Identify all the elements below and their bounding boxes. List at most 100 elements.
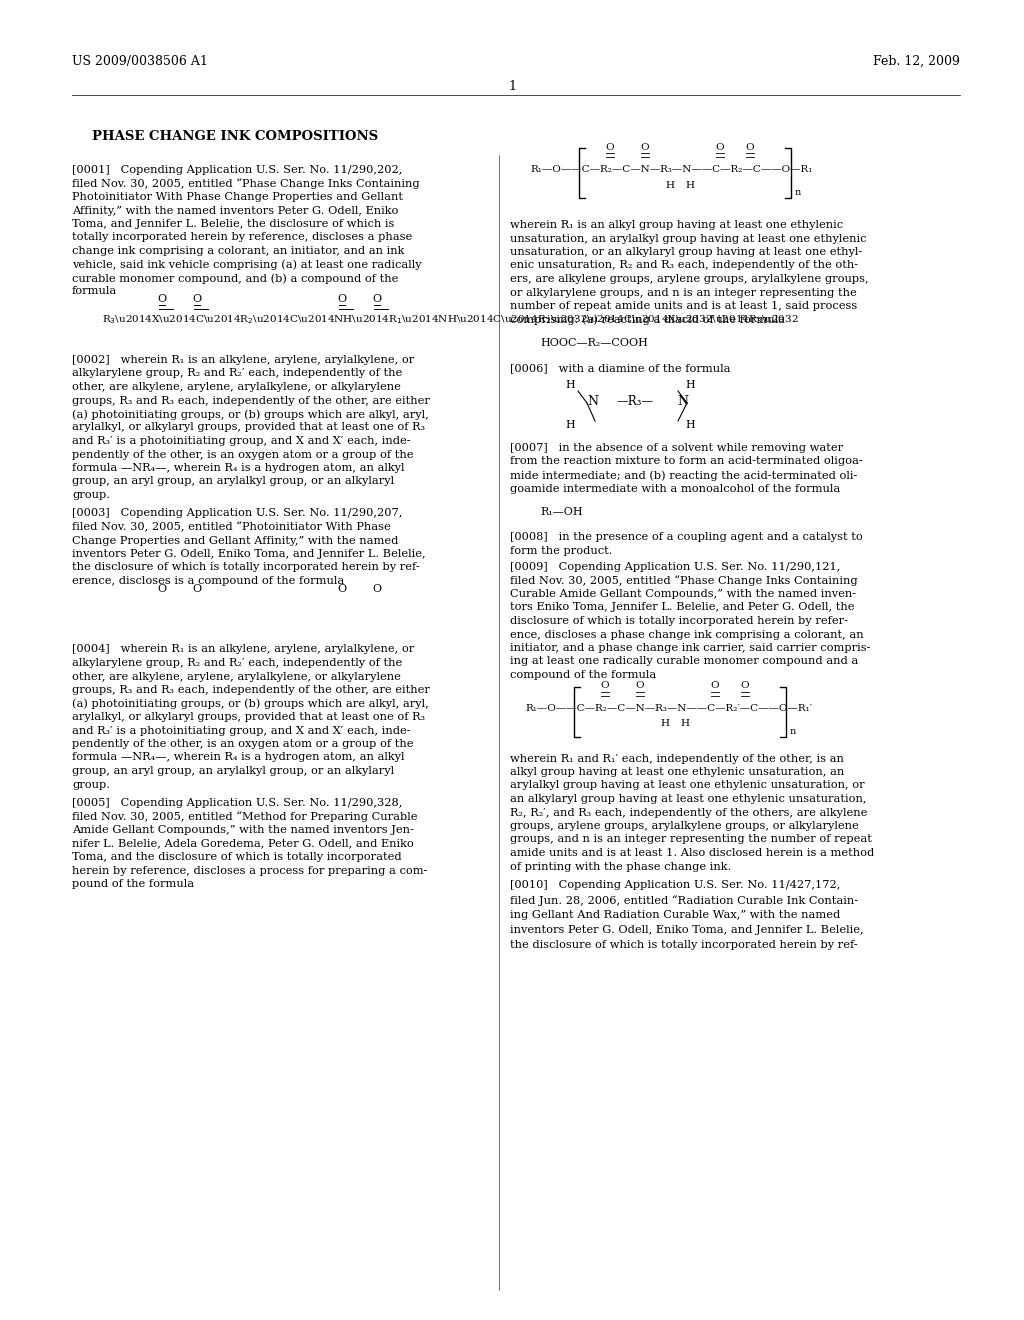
Text: [0010]   Copending Application U.S. Ser. No. 11/427,172,: [0010] Copending Application U.S. Ser. N… [510,880,841,890]
Text: totally incorporated herein by reference, discloses a phase: totally incorporated herein by reference… [72,232,413,243]
Text: [0005]   Copending Application U.S. Ser. No. 11/290,328,: [0005] Copending Application U.S. Ser. N… [72,799,402,808]
Text: O: O [641,143,649,152]
Text: group, an aryl group, an arylalkyl group, or an alkylaryl: group, an aryl group, an arylalkyl group… [72,766,394,776]
Text: arylalkyl group having at least one ethylenic unsaturation, or: arylalkyl group having at least one ethy… [510,780,864,791]
Text: amide units and is at least 1. Also disclosed herein is a method: amide units and is at least 1. Also disc… [510,847,874,858]
Text: H: H [685,181,694,190]
Text: and R₃′ is a photoinitiating group, and X and X′ each, inde-: and R₃′ is a photoinitiating group, and … [72,436,411,446]
Text: inventors Peter G. Odell, Eniko Toma, and Jennifer L. Belelie,: inventors Peter G. Odell, Eniko Toma, an… [510,925,863,935]
Text: O: O [158,294,167,304]
Text: formula —NR₄—, wherein R₄ is a hydrogen atom, an alkyl: formula —NR₄—, wherein R₄ is a hydrogen … [72,752,404,763]
Text: the disclosure of which is totally incorporated herein by ref-: the disclosure of which is totally incor… [72,562,420,573]
Text: groups, and n is an integer representing the number of repeat: groups, and n is an integer representing… [510,834,871,845]
Text: Toma, and the disclosure of which is totally incorporated: Toma, and the disclosure of which is tot… [72,851,401,862]
Text: O: O [193,294,202,304]
Text: and R₃′ is a photoinitiating group, and X and X′ each, inde-: and R₃′ is a photoinitiating group, and … [72,726,411,735]
Text: group, an aryl group, an arylalkyl group, or an alkylaryl: group, an aryl group, an arylalkyl group… [72,477,394,487]
Text: Photoinitiator With Phase Change Properties and Gellant: Photoinitiator With Phase Change Propert… [72,191,403,202]
Text: PHASE CHANGE INK COMPOSITIONS: PHASE CHANGE INK COMPOSITIONS [92,129,378,143]
Text: tors Eniko Toma, Jennifer L. Belelie, and Peter G. Odell, the: tors Eniko Toma, Jennifer L. Belelie, an… [510,602,854,612]
Text: ing at least one radically curable monomer compound and a: ing at least one radically curable monom… [510,656,858,667]
Text: R$_3$\u2014X\u2014C\u2014R$_2$\u2014C\u2014NH\u2014R$_1$\u2014NH\u2014C\u2014R$_: R$_3$\u2014X\u2014C\u2014R$_2$\u2014C\u2… [102,314,799,326]
Text: R₂, R₂′, and R₃ each, independently of the others, are alkylene: R₂, R₂′, and R₃ each, independently of t… [510,808,867,817]
Text: O: O [601,681,609,690]
Text: disclosure of which is totally incorporated herein by refer-: disclosure of which is totally incorpora… [510,616,848,626]
Text: O: O [716,143,724,152]
Text: alkylarylene group, R₂ and R₂′ each, independently of the: alkylarylene group, R₂ and R₂′ each, ind… [72,657,402,668]
Text: ing Gellant And Radiation Curable Wax,” with the named: ing Gellant And Radiation Curable Wax,” … [510,909,841,920]
Text: [0007]   in the absence of a solvent while removing water: [0007] in the absence of a solvent while… [510,444,843,453]
Text: [0004]   wherein R₁ is an alkylene, arylene, arylalkylene, or: [0004] wherein R₁ is an alkylene, arylen… [72,644,415,655]
Text: filed Nov. 30, 2005, entitled “Phase Change Inks Containing: filed Nov. 30, 2005, entitled “Phase Cha… [72,178,420,189]
Text: arylalkyl, or alkylaryl groups, provided that at least one of R₃: arylalkyl, or alkylaryl groups, provided… [72,711,425,722]
Text: H: H [666,181,675,190]
Text: an alkylaryl group having at least one ethylenic unsaturation,: an alkylaryl group having at least one e… [510,795,866,804]
Text: erence, discloses is a compound of the formula: erence, discloses is a compound of the f… [72,576,344,586]
Text: filed Nov. 30, 2005, entitled “Phase Change Inks Containing: filed Nov. 30, 2005, entitled “Phase Cha… [510,576,858,586]
Text: other, are alkylene, arylene, arylalkylene, or alkylarylene: other, are alkylene, arylene, arylalkyle… [72,672,400,681]
Text: (a) photoinitiating groups, or (b) groups which are alkyl, aryl,: (a) photoinitiating groups, or (b) group… [72,409,429,420]
Text: unsaturation, an arylalkyl group having at least one ethylenic: unsaturation, an arylalkyl group having … [510,234,866,243]
Text: alkyl group having at least one ethylenic unsaturation, an: alkyl group having at least one ethyleni… [510,767,844,777]
Text: [0003]   Copending Application U.S. Ser. No. 11/290,207,: [0003] Copending Application U.S. Ser. N… [72,508,402,519]
Text: pendently of the other, is an oxygen atom or a group of the: pendently of the other, is an oxygen ato… [72,450,414,459]
Text: compound of the formula: compound of the formula [510,671,656,680]
Text: O: O [740,681,750,690]
Text: unsaturation, or an alkylaryl group having at least one ethyl-: unsaturation, or an alkylaryl group havi… [510,247,862,257]
Text: vehicle, said ink vehicle comprising (a) at least one radically: vehicle, said ink vehicle comprising (a)… [72,260,422,271]
Text: wherein R₁ is an alkyl group having at least one ethylenic: wherein R₁ is an alkyl group having at l… [510,220,843,230]
Text: pound of the formula: pound of the formula [72,879,195,888]
Text: O: O [605,143,614,152]
Text: [0008]   in the presence of a coupling agent and a catalyst to: [0008] in the presence of a coupling age… [510,532,863,543]
Text: H: H [565,420,574,430]
Text: [0009]   Copending Application U.S. Ser. No. 11/290,121,: [0009] Copending Application U.S. Ser. N… [510,562,841,572]
Text: O: O [373,583,382,594]
Text: O: O [193,583,202,594]
Text: mide intermediate; and (b) reacting the acid-terminated oli-: mide intermediate; and (b) reacting the … [510,470,857,480]
Text: nifer L. Belelie, Adela Goredema, Peter G. Odell, and Eniko: nifer L. Belelie, Adela Goredema, Peter … [72,838,414,849]
Text: curable monomer compound, and (b) a compound of the: curable monomer compound, and (b) a comp… [72,273,398,284]
Text: group.: group. [72,490,110,500]
Text: filed Nov. 30, 2005, entitled “Method for Preparing Curable: filed Nov. 30, 2005, entitled “Method fo… [72,812,418,822]
Text: O: O [636,681,644,690]
Text: H: H [681,719,689,729]
Text: N: N [588,395,598,408]
Text: Curable Amide Gellant Compounds,” with the named inven-: Curable Amide Gellant Compounds,” with t… [510,589,856,599]
Text: O: O [338,583,346,594]
Text: comprising: (a) reacting a diacid of the formula: comprising: (a) reacting a diacid of the… [510,314,785,325]
Text: goamide intermediate with a monoalcohol of the formula: goamide intermediate with a monoalcohol … [510,483,841,494]
Text: Amide Gellant Compounds,” with the named inventors Jen-: Amide Gellant Compounds,” with the named… [72,825,414,836]
Text: ence, discloses a phase change ink comprising a colorant, an: ence, discloses a phase change ink compr… [510,630,863,639]
Text: groups, arylene groups, arylalkylene groups, or alkylarylene: groups, arylene groups, arylalkylene gro… [510,821,859,832]
Text: O: O [373,294,382,304]
Text: —R₃—: —R₃— [616,395,653,408]
Text: formula: formula [72,286,118,297]
Text: or alkylarylene groups, and n is an integer representing the: or alkylarylene groups, and n is an inte… [510,288,857,297]
Text: O: O [338,294,346,304]
Text: alkylarylene group, R₂ and R₂′ each, independently of the: alkylarylene group, R₂ and R₂′ each, ind… [72,368,402,379]
Text: H: H [685,420,695,430]
Text: [0001]   Copending Application U.S. Ser. No. 11/290,202,: [0001] Copending Application U.S. Ser. N… [72,165,402,176]
Text: Change Properties and Gellant Affinity,” with the named: Change Properties and Gellant Affinity,”… [72,536,398,545]
Text: enic unsaturation, R₂ and R₃ each, independently of the oth-: enic unsaturation, R₂ and R₃ each, indep… [510,260,858,271]
Text: filed Nov. 30, 2005, entitled “Photoinitiator With Phase: filed Nov. 30, 2005, entitled “Photoinit… [72,521,391,532]
Text: R₁—O——C—R₂—C—N—R₃—N——C—R₂′—C——O—R₁′: R₁—O——C—R₂—C—N—R₃—N——C—R₂′—C——O—R₁′ [525,704,812,713]
Text: US 2009/0038506 A1: US 2009/0038506 A1 [72,55,208,69]
Text: n: n [790,726,797,735]
Text: O: O [158,583,167,594]
Text: the disclosure of which is totally incorporated herein by ref-: the disclosure of which is totally incor… [510,940,858,950]
Text: wherein R₁ and R₁′ each, independently of the other, is an: wherein R₁ and R₁′ each, independently o… [510,754,844,763]
Text: Feb. 12, 2009: Feb. 12, 2009 [873,55,961,69]
Text: H: H [660,719,670,729]
Text: groups, R₃ and R₃ each, independently of the other, are either: groups, R₃ and R₃ each, independently of… [72,396,430,405]
Text: filed Jun. 28, 2006, entitled “Radiation Curable Ink Contain-: filed Jun. 28, 2006, entitled “Radiation… [510,895,858,906]
Text: herein by reference, discloses a process for preparing a com-: herein by reference, discloses a process… [72,866,427,875]
Text: arylalkyl, or alkylaryl groups, provided that at least one of R₃: arylalkyl, or alkylaryl groups, provided… [72,422,425,433]
Text: Toma, and Jennifer L. Belelie, the disclosure of which is: Toma, and Jennifer L. Belelie, the discl… [72,219,394,228]
Text: [0006]   with a diamine of the formula: [0006] with a diamine of the formula [510,363,730,374]
Text: ers, are alkylene groups, arylene groups, arylalkylene groups,: ers, are alkylene groups, arylene groups… [510,275,868,284]
Text: R₁—O——C—R₂—C—N—R₃—N——C—R₂—C——O—R₁: R₁—O——C—R₂—C—N—R₃—N——C—R₂—C——O—R₁ [530,165,812,174]
Text: group.: group. [72,780,110,789]
Text: from the reaction mixture to form an acid-terminated oligoa-: from the reaction mixture to form an aci… [510,457,863,466]
Text: form the product.: form the product. [510,545,612,556]
